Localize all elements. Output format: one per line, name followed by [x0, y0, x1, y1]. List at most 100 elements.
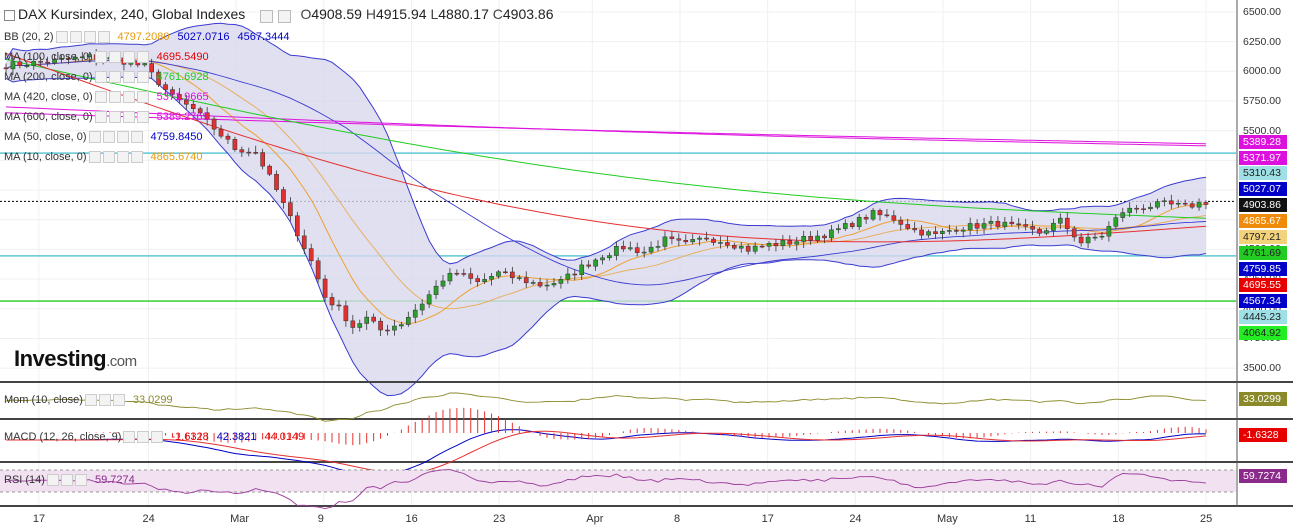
candle-body	[593, 259, 598, 267]
close-icon[interactable]	[74, 474, 87, 487]
settings-icon[interactable]	[108, 111, 121, 124]
candle-body	[842, 223, 848, 229]
candle-body	[572, 273, 578, 276]
gear-icon[interactable]	[122, 91, 135, 104]
legend-value: 4865.6740	[150, 151, 203, 163]
candle-body	[516, 277, 522, 279]
legend-label: MA (50, close, 0)	[4, 131, 87, 143]
candle-body	[211, 118, 217, 130]
sub-panels	[0, 381, 1293, 510]
gear-icon[interactable]	[116, 151, 129, 164]
candle-body	[142, 63, 148, 66]
candle-body	[1099, 235, 1105, 238]
candle-body	[1189, 203, 1195, 208]
candle-body	[870, 210, 876, 220]
ma-50-line	[5, 59, 1207, 286]
candle-body	[1092, 236, 1098, 239]
candle-body	[1113, 217, 1119, 227]
close-icon[interactable]	[151, 431, 164, 444]
close-icon[interactable]	[97, 31, 110, 44]
candle-body	[621, 245, 626, 250]
settings-icon[interactable]	[108, 51, 121, 64]
visibility-icon[interactable]	[88, 131, 101, 144]
legend-value: 42.3821	[216, 431, 257, 443]
subpanel-legend: RSI (14) 59.7274	[4, 474, 135, 487]
close-icon[interactable]	[136, 51, 149, 64]
candle-body	[503, 271, 508, 274]
gear-icon[interactable]	[116, 131, 129, 144]
candle-body	[1037, 229, 1042, 234]
candle-body	[496, 271, 501, 277]
candle-body	[163, 84, 168, 90]
chart-title: DAX Kursindex, 240, Global Indexes	[18, 6, 246, 22]
candle-body	[558, 279, 564, 284]
settings-icon[interactable]	[98, 394, 111, 407]
visibility-icon[interactable]	[55, 31, 68, 44]
settings-icon[interactable]	[102, 131, 115, 144]
settings-icon[interactable]	[108, 71, 121, 84]
price-tag: 4759.85	[1239, 262, 1287, 276]
settings-icon[interactable]	[137, 431, 150, 444]
legend-value: 59.7274	[94, 474, 135, 486]
candle-body	[17, 61, 23, 66]
visibility-icon[interactable]	[46, 474, 59, 487]
legend-value: 4761.6928	[156, 71, 209, 83]
visibility-icon[interactable]	[94, 91, 107, 104]
subpanel-value-tag: 33.0299	[1239, 392, 1287, 406]
candle-body	[190, 104, 196, 109]
gear-icon[interactable]	[122, 71, 135, 84]
header-gear-icon[interactable]	[278, 9, 292, 23]
bb-lower-line	[5, 75, 1207, 397]
macd-signal-line	[6, 430, 1207, 474]
settings-icon[interactable]	[108, 91, 121, 104]
candle-body	[856, 216, 862, 227]
visibility-icon[interactable]	[94, 71, 107, 84]
ohlc-readout: O4908.59 H4915.94 L4880.17 C4903.86	[300, 6, 554, 22]
y-tick-label: 5500.00	[1243, 124, 1281, 137]
candle-body	[1196, 202, 1202, 208]
candle-body	[759, 245, 765, 248]
x-tick-label: 24	[142, 513, 155, 525]
candle-body	[634, 247, 640, 253]
candle-body	[52, 58, 57, 64]
indicator-legend: MA (420, close, 0) 5371.9665	[4, 91, 209, 104]
candle-body	[149, 63, 154, 73]
candle-body	[766, 243, 772, 247]
visibility-icon[interactable]	[94, 111, 107, 124]
gear-icon[interactable]	[122, 111, 135, 124]
visibility-icon[interactable]	[84, 394, 97, 407]
legend-label: BB (20, 2)	[4, 31, 54, 43]
close-icon[interactable]	[130, 151, 143, 164]
legend-label: MACD (12, 26, close, 9)	[4, 431, 122, 443]
header-settings-icon[interactable]	[260, 9, 274, 23]
candle-body	[794, 241, 800, 245]
settings-icon[interactable]	[102, 151, 115, 164]
settings-icon[interactable]	[69, 31, 82, 44]
candle-body	[808, 236, 813, 241]
candle-body	[38, 61, 44, 63]
candle-body	[551, 283, 557, 286]
close-icon[interactable]	[112, 394, 125, 407]
close-icon[interactable]	[136, 111, 149, 124]
visibility-icon[interactable]	[94, 51, 107, 64]
candle-body	[884, 214, 890, 217]
candle-body	[676, 238, 682, 241]
close-icon[interactable]	[136, 71, 149, 84]
candle-body	[1051, 222, 1056, 231]
candle-body	[336, 304, 342, 307]
candle-body	[454, 272, 460, 275]
collapse-icon[interactable]	[4, 10, 15, 21]
visibility-icon[interactable]	[88, 151, 101, 164]
close-icon[interactable]	[136, 91, 149, 104]
candle-body	[315, 260, 321, 280]
candle-body	[3, 67, 9, 70]
candle-body	[586, 264, 591, 267]
candle-body	[926, 231, 931, 236]
gear-icon[interactable]	[83, 31, 96, 44]
visibility-icon[interactable]	[123, 431, 136, 444]
close-icon[interactable]	[130, 131, 143, 144]
candle-body	[24, 65, 30, 67]
settings-icon[interactable]	[60, 474, 73, 487]
gear-icon[interactable]	[122, 51, 135, 64]
